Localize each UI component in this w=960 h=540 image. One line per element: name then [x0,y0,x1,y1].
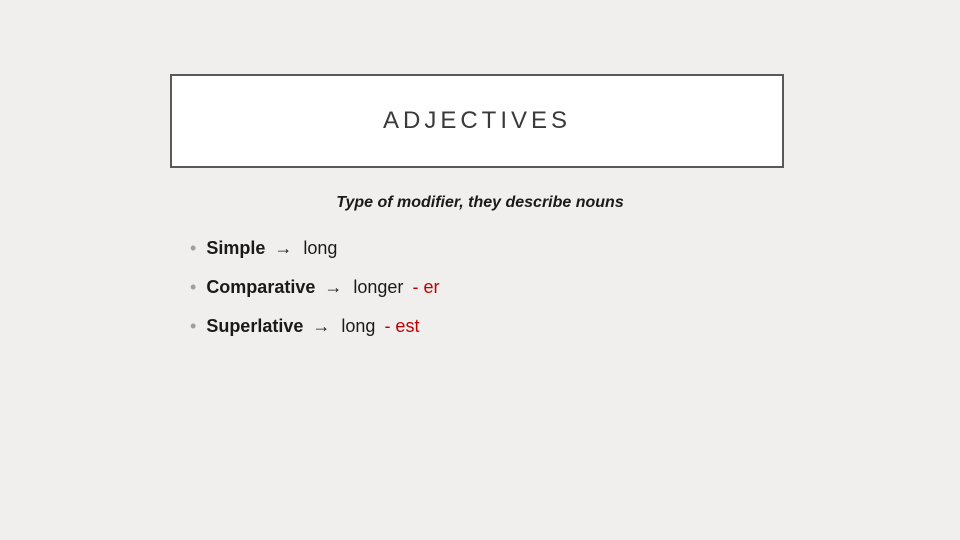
bullet-rest: long [303,238,337,258]
subtitle-text: Type of modifier, they describe nouns [0,194,960,212]
arrow-icon: → [274,238,292,258]
bullet-bold: Simple [206,238,265,258]
list-item: • Superlative → long - est [190,314,790,339]
bullet-rest: longer [353,277,403,297]
title-text: ADJECTIVES [383,107,571,135]
list-item: • Comparative → longer - er [190,275,790,300]
bullet-bold: Superlative [206,316,303,336]
bullet-dot-icon: • [190,314,196,339]
slide: ADJECTIVES Type of modifier, they descri… [0,0,960,540]
arrow-icon: → [312,316,330,336]
list-item: • Simple → long [190,236,790,261]
bullet-rest: long [341,316,375,336]
bullet-bold: Comparative [206,277,315,297]
bullet-suffix: - er [412,277,439,297]
title-box: ADJECTIVES [170,74,784,168]
bullet-dot-icon: • [190,236,196,261]
arrow-icon: → [324,277,342,297]
bullet-dot-icon: • [190,275,196,300]
bullet-suffix: - est [384,316,419,336]
bullet-list: • Simple → long • Comparative → longer -… [190,236,790,354]
